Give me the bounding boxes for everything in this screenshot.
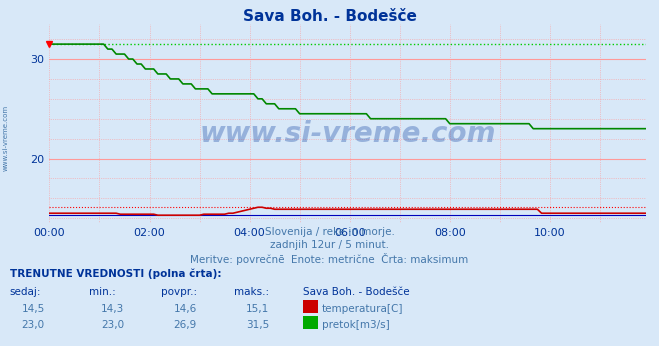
Text: pretok[m3/s]: pretok[m3/s] — [322, 320, 389, 330]
Text: 23,0: 23,0 — [101, 320, 124, 330]
Text: www.si-vreme.com: www.si-vreme.com — [200, 120, 496, 148]
Text: min.:: min.: — [89, 287, 116, 297]
Text: zadnjih 12ur / 5 minut.: zadnjih 12ur / 5 minut. — [270, 240, 389, 250]
Text: www.si-vreme.com: www.si-vreme.com — [2, 105, 9, 172]
Text: Sava Boh. - Bodešče: Sava Boh. - Bodešče — [303, 287, 410, 297]
Text: 26,9: 26,9 — [173, 320, 196, 330]
Text: 14,5: 14,5 — [22, 304, 45, 315]
Text: 31,5: 31,5 — [246, 320, 269, 330]
Text: 14,3: 14,3 — [101, 304, 124, 315]
Text: povpr.:: povpr.: — [161, 287, 198, 297]
Text: 15,1: 15,1 — [246, 304, 269, 315]
Text: TRENUTNE VREDNOSTI (polna črta):: TRENUTNE VREDNOSTI (polna črta): — [10, 268, 221, 279]
Text: Meritve: povrečnē  Enote: metrične  Črta: maksimum: Meritve: povrečnē Enote: metrične Črta: … — [190, 253, 469, 265]
Text: 14,6: 14,6 — [173, 304, 196, 315]
Text: maks.:: maks.: — [234, 287, 269, 297]
Text: Sava Boh. - Bodešče: Sava Boh. - Bodešče — [243, 9, 416, 24]
Text: sedaj:: sedaj: — [10, 287, 42, 297]
Text: temperatura[C]: temperatura[C] — [322, 304, 403, 315]
Text: 23,0: 23,0 — [22, 320, 45, 330]
Text: Slovenija / reke in morje.: Slovenija / reke in morje. — [264, 227, 395, 237]
